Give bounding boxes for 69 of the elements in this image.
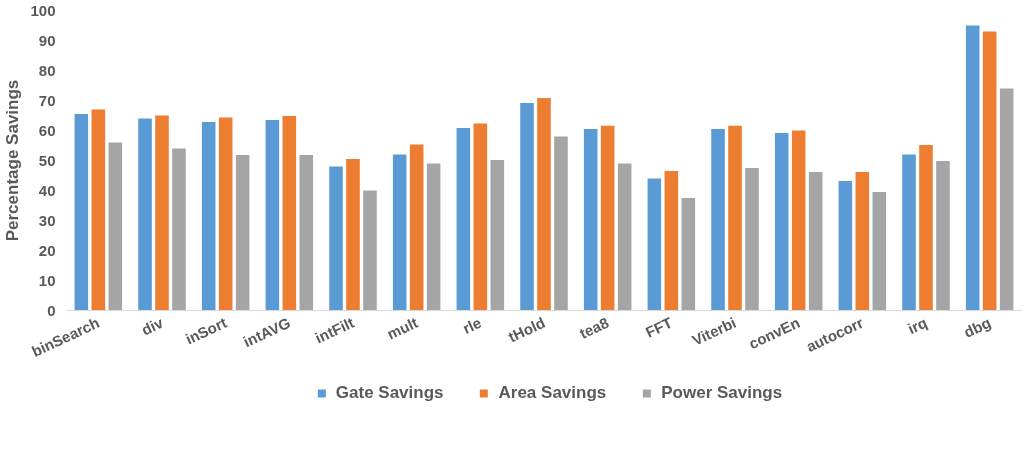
bar [982, 31, 997, 311]
bar [774, 132, 789, 311]
y-tick-label: 70 [38, 91, 56, 109]
bar [902, 154, 916, 311]
y-tick-label: 20 [38, 241, 56, 259]
bar [647, 178, 662, 311]
bar [791, 130, 806, 311]
bar [855, 171, 870, 311]
x-tick-label: mult [384, 313, 421, 343]
y-tick-label: 10 [38, 271, 56, 289]
bar [711, 129, 725, 311]
y-tick-label: 90 [38, 31, 56, 49]
x-tick-label: dbg [961, 313, 994, 341]
bar [392, 154, 407, 311]
y-axis-title: Percentage Savings [3, 79, 23, 242]
x-tick-label: tea8 [576, 313, 612, 342]
bar [299, 155, 314, 311]
bar [346, 159, 360, 311]
y-tick-label: 40 [38, 181, 56, 199]
bar [520, 102, 534, 311]
bar [936, 161, 950, 311]
y-tick-label: 30 [38, 211, 56, 229]
bar [201, 122, 216, 311]
bar [155, 115, 169, 311]
bar [456, 128, 471, 311]
y-tick-label: 80 [38, 61, 56, 79]
bar [728, 125, 742, 311]
bar [91, 109, 106, 311]
bar [473, 123, 488, 311]
bar [617, 163, 632, 311]
bar [265, 120, 280, 311]
bar [999, 88, 1014, 311]
bar [218, 117, 233, 311]
bar [919, 144, 933, 311]
bar [329, 166, 343, 311]
x-tick-label: irq [905, 313, 930, 338]
bar [583, 129, 598, 311]
y-tick-label: 0 [47, 301, 56, 319]
x-tick-label: div [138, 313, 167, 339]
bar [664, 171, 679, 311]
bar [745, 168, 759, 311]
bar [363, 190, 377, 311]
bar [490, 159, 505, 311]
bar [282, 116, 297, 311]
bar [600, 125, 615, 311]
bar [138, 118, 152, 311]
x-tick-label: tHold [505, 313, 548, 346]
legend-label: Power Savings [661, 382, 783, 403]
bar [965, 25, 980, 311]
y-tick-label: 60 [38, 121, 56, 139]
bar [172, 148, 186, 311]
legend-label: Area Savings [498, 382, 607, 403]
bar [681, 198, 696, 311]
bar [74, 114, 89, 311]
bar [108, 142, 123, 311]
y-tick-label: 100 [30, 1, 56, 19]
bar [838, 180, 853, 311]
bar [409, 144, 424, 311]
bar [554, 136, 568, 311]
y-tick-label: 50 [38, 151, 56, 169]
bar [235, 155, 250, 311]
bar [426, 163, 441, 311]
x-tick-label: FFT [642, 313, 675, 341]
bar [808, 171, 823, 311]
bar [872, 192, 887, 311]
bar [537, 98, 551, 311]
x-tick-label: rle [460, 313, 484, 337]
x-tick-label: intFilt [312, 313, 357, 347]
legend-label: Gate Savings [335, 382, 444, 403]
